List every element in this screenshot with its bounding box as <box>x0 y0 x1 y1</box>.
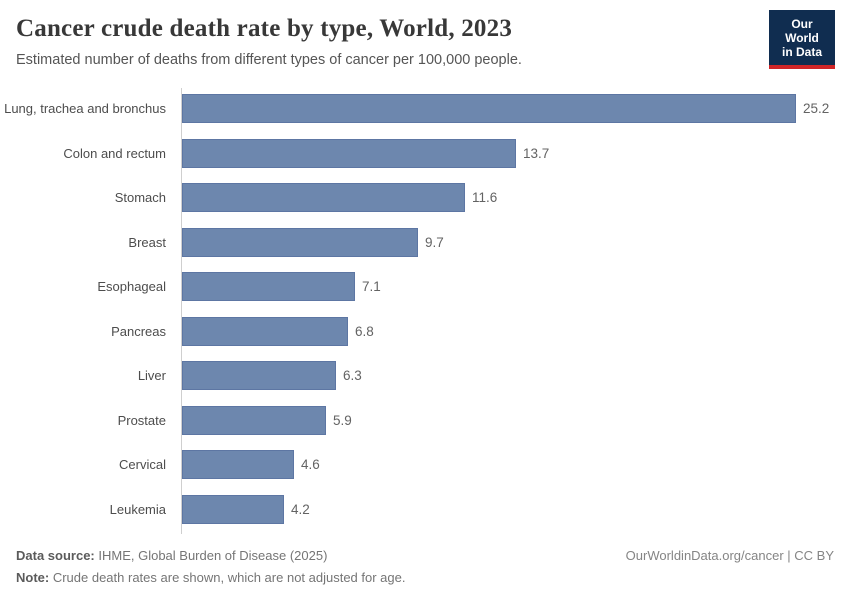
value-label: 11.6 <box>472 190 498 205</box>
bar-area: 4.6 <box>182 450 850 479</box>
bar-area: 25.2 <box>182 94 850 123</box>
owid-logo-line2: in Data <box>781 45 822 59</box>
bar-area: 6.8 <box>182 316 850 346</box>
bar-area: 6.3 <box>182 361 850 390</box>
bar[interactable] <box>182 361 336 390</box>
value-label: 9.7 <box>425 234 444 250</box>
bar-row: Pancreas 6.8 <box>0 316 850 346</box>
value-label: 13.7 <box>523 145 550 161</box>
category-label: Colon and rectum <box>63 145 166 161</box>
bar-area: 7.1 <box>182 272 850 301</box>
bar-row: Lung, trachea and bronchus 25.2 <box>0 94 850 123</box>
bar[interactable] <box>182 94 796 123</box>
category-label: Liver <box>137 368 166 383</box>
bar[interactable] <box>182 272 355 301</box>
value-label: 4.2 <box>291 501 310 517</box>
value-label: 6.8 <box>355 323 374 339</box>
note-line: Note: Crude death rates are shown, which… <box>16 570 834 585</box>
category-label: Stomach <box>114 190 166 205</box>
chart-subtitle: Estimated number of deaths from differen… <box>16 52 522 68</box>
category-label: Prostate <box>117 412 166 428</box>
bar[interactable] <box>182 316 348 346</box>
category-label: Esophageal <box>97 279 166 294</box>
value-label: 25.2 <box>803 101 830 116</box>
category-label: Breast <box>128 234 166 250</box>
category-label: Leukemia <box>109 501 166 517</box>
bar-area: 9.7 <box>182 227 850 257</box>
category-label: Lung, trachea and bronchus <box>4 101 166 116</box>
bar-row: Liver 6.3 <box>0 361 850 390</box>
bar-row: Colon and rectum 13.7 <box>0 138 850 168</box>
note-label: Note: <box>16 570 50 585</box>
bar[interactable] <box>182 494 284 524</box>
bar-area: 13.7 <box>182 138 850 168</box>
data-source-text: IHME, Global Burden of Disease (2025) <box>94 548 328 563</box>
bar[interactable] <box>182 138 516 168</box>
bar-row: Leukemia 4.2 <box>0 494 850 524</box>
note-text: Crude death rates are shown, which are n… <box>49 570 406 585</box>
bar-chart: Lung, trachea and bronchus 25.2 Colon and … <box>0 88 850 534</box>
category-label: Pancreas <box>111 323 166 339</box>
value-label: 4.6 <box>301 457 320 472</box>
page-title: Cancer crude death rate by type, World, … <box>16 15 513 42</box>
bar[interactable] <box>182 227 418 257</box>
bar-area: 5.9 <box>182 405 850 435</box>
owid-logo[interactable]: Our World in Data <box>769 10 835 69</box>
owid-logo-line1: Our World <box>785 17 819 45</box>
bar-row: Stomach 11.6 <box>0 183 850 212</box>
bar-row: Breast 9.7 <box>0 227 850 257</box>
bar[interactable] <box>182 183 465 212</box>
category-label: Cervical <box>119 457 166 472</box>
chart-footer: Data source: IHME, Global Burden of Dise… <box>16 548 834 585</box>
value-label: 5.9 <box>333 412 352 428</box>
bar-row: Esophageal 7.1 <box>0 272 850 301</box>
data-source-line: Data source: IHME, Global Burden of Dise… <box>16 548 327 563</box>
bar-area: 4.2 <box>182 494 850 524</box>
data-source-label: Data source: <box>16 548 95 563</box>
chart-rows: Lung, trachea and bronchus 25.2 Colon and … <box>0 94 850 539</box>
bar[interactable] <box>182 405 326 435</box>
bar-row: Cervical 4.6 <box>0 450 850 479</box>
bar-row: Prostate 5.9 <box>0 405 850 435</box>
value-label: 6.3 <box>343 368 362 383</box>
bar[interactable] <box>182 450 294 479</box>
y-axis-line <box>181 88 182 534</box>
bar-area: 11.6 <box>182 183 850 212</box>
value-label: 7.1 <box>362 279 381 294</box>
credit-link[interactable]: OurWorldinData.org/cancer | CC BY <box>625 548 834 563</box>
